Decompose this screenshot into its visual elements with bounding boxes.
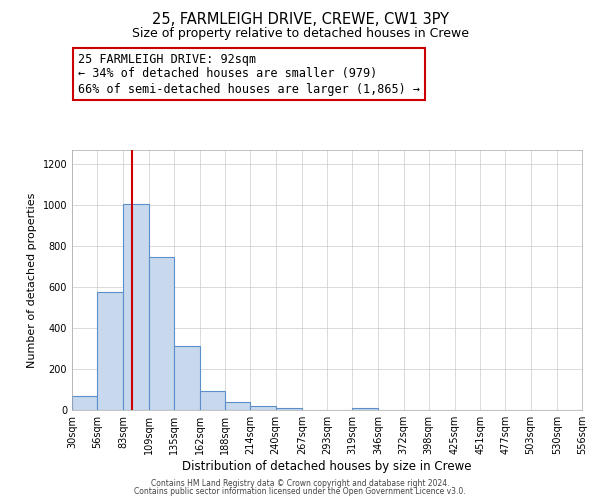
Bar — [250, 406, 275, 410]
Bar — [225, 402, 250, 410]
Bar — [97, 292, 124, 410]
Bar — [352, 408, 379, 410]
Text: Contains public sector information licensed under the Open Government Licence v3: Contains public sector information licen… — [134, 487, 466, 496]
X-axis label: Distribution of detached houses by size in Crewe: Distribution of detached houses by size … — [182, 460, 472, 473]
Text: Contains HM Land Registry data © Crown copyright and database right 2024.: Contains HM Land Registry data © Crown c… — [151, 478, 449, 488]
Bar — [174, 346, 200, 410]
Y-axis label: Number of detached properties: Number of detached properties — [27, 192, 37, 368]
Text: 25 FARMLEIGH DRIVE: 92sqm
← 34% of detached houses are smaller (979)
66% of semi: 25 FARMLEIGH DRIVE: 92sqm ← 34% of detac… — [78, 52, 420, 96]
Bar — [124, 204, 149, 410]
Text: Size of property relative to detached houses in Crewe: Size of property relative to detached ho… — [131, 28, 469, 40]
Text: 25, FARMLEIGH DRIVE, CREWE, CW1 3PY: 25, FARMLEIGH DRIVE, CREWE, CW1 3PY — [151, 12, 449, 28]
Bar — [72, 396, 97, 410]
Bar — [200, 390, 225, 410]
Bar — [149, 258, 174, 410]
Bar — [275, 408, 302, 410]
